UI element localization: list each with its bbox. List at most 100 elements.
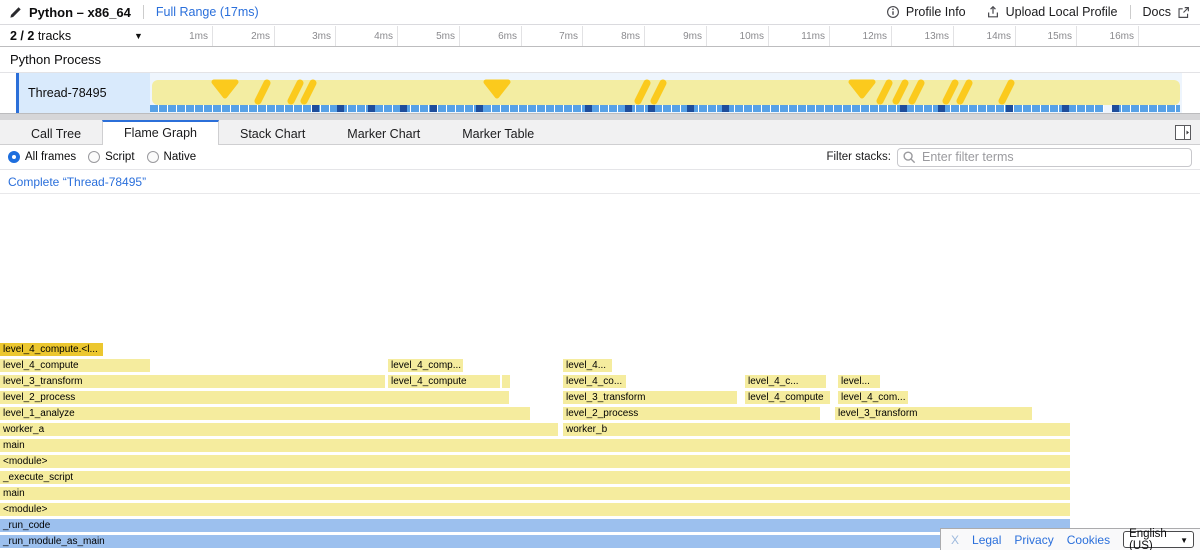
tab-flame-graph[interactable]: Flame Graph [102, 120, 219, 145]
sample-dark-segment [368, 105, 375, 112]
header-divider [142, 5, 144, 19]
filter-stacks-input[interactable] [897, 147, 1192, 167]
flame-frame[interactable]: level... [838, 375, 880, 388]
chevron-down-icon: ▼ [1180, 535, 1188, 545]
tracks-dropdown[interactable]: 2 / 2 tracks ▼ [0, 25, 150, 47]
footer-bar: X Legal Privacy Cookies English (US) ▼ [940, 528, 1200, 550]
flame-frame[interactable]: level_4_c... [745, 375, 826, 388]
panel-tab-bar: Call Tree Flame Graph Stack Chart Marker Ch… [0, 120, 1200, 145]
flame-row: worker_a worker_b [0, 423, 1200, 439]
ruler-tick-label: 5ms [436, 31, 455, 42]
flame-graph-panel[interactable]: level_4_compute.<l... level_4_compute leve… [0, 194, 1200, 550]
flame-frame[interactable]: level_1_analyze [0, 407, 530, 420]
flame-frame[interactable]: main [0, 487, 1070, 500]
timeline-ruler[interactable]: 2 / 2 tracks ▼ 1ms 2ms 3ms 4ms 5ms 6ms 7ms 8ms 9… [0, 25, 1200, 47]
ruler-tick-label: 11ms [801, 31, 825, 42]
activity-slash-marker [254, 79, 271, 105]
language-select[interactable]: English (US) ▼ [1123, 527, 1194, 550]
tab-call-tree[interactable]: Call Tree [31, 127, 82, 141]
tab-stack-chart[interactable]: Stack Chart [239, 127, 306, 141]
radio-label-native[interactable]: Native [163, 151, 197, 163]
breadcrumb-complete-thread[interactable]: Complete “Thread-78495” [8, 175, 147, 189]
footer-link-privacy[interactable]: Privacy [1014, 532, 1054, 547]
track-python-process[interactable]: Python Process [0, 47, 1200, 73]
activity-slash-marker [956, 79, 973, 105]
ruler-tick-line [644, 26, 645, 46]
activity-dip-marker [211, 79, 239, 99]
profile-info-button[interactable]: Profile Info [886, 5, 966, 19]
flame-row: level_2_process level_3_transform level_4_… [0, 391, 1200, 407]
flame-frame[interactable]: level_3_transform [0, 375, 385, 388]
sample-dark-segment [722, 105, 729, 112]
ruler-tick-label: 13ms [924, 31, 949, 42]
flame-row: main [0, 439, 1200, 455]
flame-frame[interactable] [502, 375, 510, 388]
flame-frame[interactable]: level_4_compute [745, 391, 830, 404]
radio-label-script[interactable]: Script [105, 151, 135, 163]
flame-frame[interactable]: level_4_comp... [388, 359, 463, 372]
tab-marker-table[interactable]: Marker Table [462, 127, 535, 141]
upload-icon [987, 5, 998, 18]
flame-frame[interactable]: level_4_com... [838, 391, 908, 404]
sample-dark-segment [687, 105, 694, 112]
language-select-value: English (US) [1129, 527, 1167, 550]
flame-row: <module> [0, 455, 1200, 471]
ruler-tick-line [891, 26, 892, 46]
panel-splitter[interactable] [0, 113, 1200, 120]
flame-frame[interactable]: level_3_transform [835, 407, 1032, 420]
flame-frame[interactable]: _run_code [0, 519, 1070, 532]
radio-script[interactable] [88, 151, 101, 163]
ruler-tick-line [582, 26, 583, 46]
radio-native[interactable] [146, 151, 159, 163]
flame-frame[interactable]: level_2_process [563, 407, 820, 420]
search-icon [903, 150, 916, 163]
sample-dark-segment [400, 105, 407, 112]
flame-frame[interactable]: level_4_compute [388, 375, 500, 388]
thread-track-canvas[interactable] [150, 73, 1182, 113]
flame-frame[interactable]: level_4_compute.<l... [0, 343, 103, 356]
flame-row: level_3_transform level_4_compute level_4_… [0, 375, 1200, 391]
ruler-tick-label: 7ms [559, 31, 578, 42]
info-icon [886, 6, 899, 18]
upload-profile-button[interactable]: Upload Local Profile [986, 5, 1118, 19]
ruler-tick-label: 8ms [621, 31, 640, 42]
flame-frame[interactable]: main [0, 439, 1070, 452]
flame-frame[interactable]: level_4_co... [563, 375, 626, 388]
sidebar-toggle-button[interactable] [1175, 125, 1191, 140]
flame-frame[interactable]: worker_b [563, 423, 1070, 436]
thread-track-header[interactable]: Thread-78495 [16, 73, 150, 113]
footer-link-x[interactable]: X [951, 532, 960, 547]
sample-dark-segment [312, 105, 319, 112]
flame-frame[interactable]: level_4_compute [0, 359, 150, 372]
full-range-link[interactable]: Full Range (17ms) [155, 5, 259, 19]
flame-frame[interactable]: _run_module_as_main [0, 535, 1070, 548]
ruler-tick-line [829, 26, 830, 46]
cpu-activity-graph [152, 79, 1180, 105]
flame-frame[interactable]: level_4... [563, 359, 612, 372]
flame-frame[interactable]: _execute_script [0, 471, 1070, 484]
tab-marker-chart[interactable]: Marker Chart [347, 127, 421, 141]
process-track-label: Python Process [10, 52, 102, 67]
flame-row: _run_code [0, 519, 1200, 535]
flame-row: level_4_compute level_4_comp... level_4... [0, 359, 1200, 375]
docs-button[interactable]: Docs [1143, 5, 1190, 19]
footer-link-cookies[interactable]: Cookies [1066, 532, 1111, 547]
radio-all-frames[interactable] [8, 151, 20, 163]
flame-frame[interactable]: worker_a [0, 423, 558, 436]
flame-graph-toolbar: All frames Script Native Filter stacks: [0, 145, 1200, 170]
track-thread-78495[interactable]: Thread-78495 [0, 73, 1200, 113]
radio-label-all-frames[interactable]: All frames [25, 151, 77, 163]
ruler-tick-label: 6ms [498, 31, 517, 42]
ruler-tick-label: 10ms [739, 31, 764, 42]
flame-frame[interactable]: level_2_process [0, 391, 509, 404]
flame-row: level_4_compute.<l... [0, 343, 1200, 359]
flame-frame[interactable]: <module> [0, 455, 1070, 468]
flame-frame[interactable]: level_3_transform [563, 391, 737, 404]
footer-link-legal[interactable]: Legal [972, 532, 1002, 547]
edit-profile-name-icon[interactable] [9, 6, 22, 19]
flame-row: _run_module_as_main [0, 535, 1200, 550]
sample-dark-segment [1062, 105, 1069, 112]
sample-dark-segment [900, 105, 907, 112]
flame-frame[interactable]: <module> [0, 503, 1070, 516]
